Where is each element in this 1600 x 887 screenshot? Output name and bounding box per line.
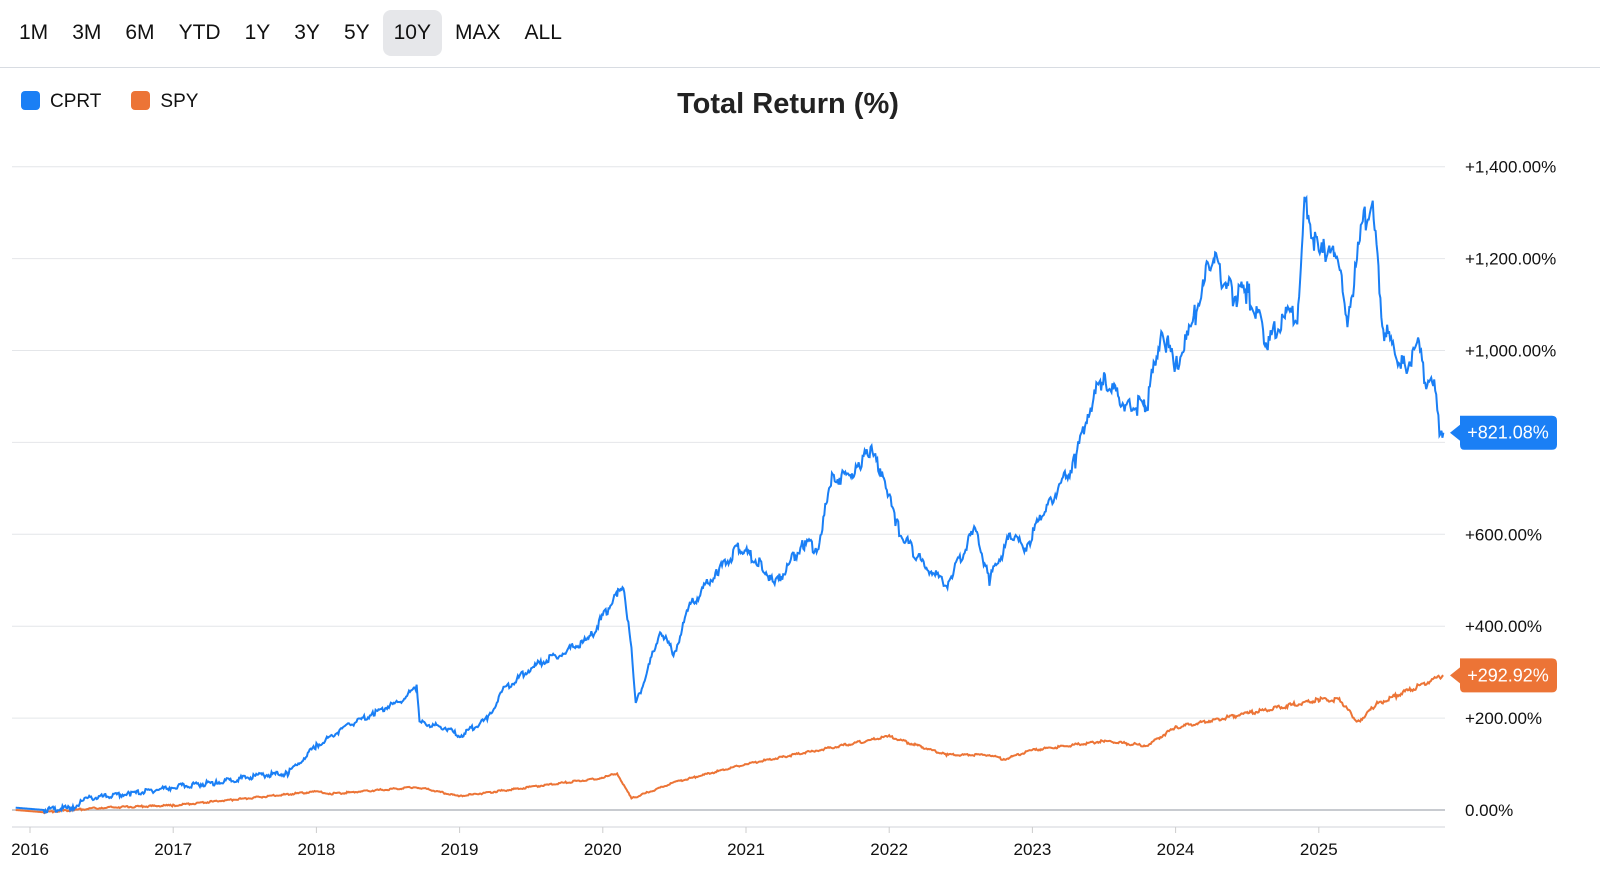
legend-label: SPY xyxy=(160,91,199,112)
tab-ytd[interactable]: YTD xyxy=(178,21,221,44)
legend-item-cprt[interactable]: CPRT xyxy=(21,91,101,113)
spy-swatch xyxy=(131,91,151,110)
x-tick-label: 2023 xyxy=(1013,840,1051,859)
legend: CPRT SPY xyxy=(21,91,198,113)
last-value-label: +821.08% xyxy=(1467,423,1549,443)
y-tick-label: +400.00% xyxy=(1465,617,1542,636)
divider xyxy=(0,67,1600,68)
last-value-badge-spy xyxy=(1450,658,1557,693)
y-tick-label: +1,000.00% xyxy=(1465,342,1556,361)
tab-1m[interactable]: 1M xyxy=(19,21,49,44)
series-line-spy xyxy=(15,674,1444,815)
x-tick-label: 2021 xyxy=(727,840,765,859)
x-tick-label: 2020 xyxy=(584,840,622,859)
series-line-cprt xyxy=(15,194,1445,815)
y-tick-label: +600.00% xyxy=(1465,525,1542,544)
legend-item-spy[interactable]: SPY xyxy=(131,91,198,113)
x-tick-label: 2025 xyxy=(1300,840,1338,859)
tab-max[interactable]: MAX xyxy=(455,21,501,44)
x-tick-label: 2019 xyxy=(441,840,479,859)
last-value-label: +292.92% xyxy=(1467,665,1549,685)
tab-5y[interactable]: 5Y xyxy=(343,21,370,44)
tab-6m[interactable]: 6M xyxy=(125,21,155,44)
y-tick-label: 0.00% xyxy=(1465,801,1513,820)
y-tick-label: +1,400.00% xyxy=(1465,158,1556,177)
chart-title: Total Return (%) xyxy=(677,88,899,120)
x-tick-label: 2018 xyxy=(297,840,335,859)
cprt-swatch xyxy=(21,91,40,110)
tab-3m[interactable]: 3M xyxy=(72,21,102,44)
range-tabs: 1M 3M 6M YTD 1Y 3Y 5Y 10Y MAX ALL xyxy=(8,10,575,56)
y-tick-label: +1,200.00% xyxy=(1465,250,1556,269)
last-value-badge-cprt xyxy=(1450,415,1557,450)
y-tick-label: +200.00% xyxy=(1465,709,1542,728)
tab-all[interactable]: ALL xyxy=(524,21,562,44)
tab-10y[interactable]: 10Y xyxy=(382,10,442,56)
tab-3y[interactable]: 3Y xyxy=(294,21,320,44)
x-tick-label: 2016 xyxy=(11,840,49,859)
legend-label: CPRT xyxy=(50,91,102,112)
x-tick-label: 2024 xyxy=(1157,840,1195,859)
x-tick-label: 2022 xyxy=(870,840,908,859)
tab-1y[interactable]: 1Y xyxy=(244,21,271,44)
x-tick-label: 2017 xyxy=(154,840,192,859)
